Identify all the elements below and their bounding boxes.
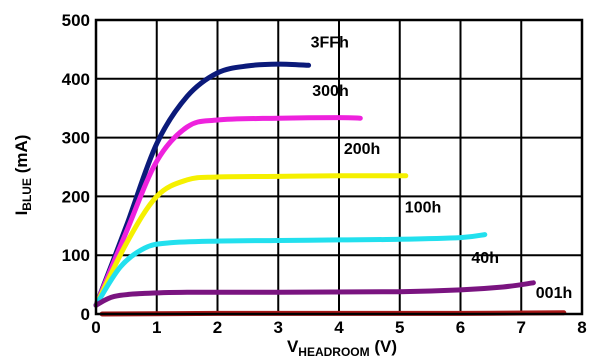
series-label: 3FFh: [311, 34, 349, 51]
y-axis-title: IBLUE (mA): [12, 135, 34, 216]
series-label: 001h: [536, 285, 572, 302]
curves: [93, 61, 567, 317]
series-line: [93, 232, 488, 308]
series-labels: 3FFh 300h 200h 100h 40h 001h: [311, 34, 573, 302]
y-tick-label: 500: [62, 11, 90, 30]
y-tick-label: 0: [81, 305, 90, 324]
series-line: [93, 61, 312, 308]
x-tick-label: 6: [456, 318, 465, 337]
x-tick-label: 1: [152, 318, 161, 337]
y-tick-label: 100: [62, 246, 90, 265]
x-tick-label: 7: [517, 318, 526, 337]
x-tick-label: 3: [274, 318, 283, 337]
y-tick-label: 400: [62, 70, 90, 89]
gridlines: [95, 19, 583, 315]
y-tick-label: 200: [62, 187, 90, 206]
series-line: [93, 173, 409, 308]
series-line: [93, 280, 536, 308]
x-tick-label: 4: [334, 318, 344, 337]
x-axis-title: VHEADROOM (V): [287, 337, 397, 359]
x-axis-title-rest: (V): [370, 337, 397, 356]
x-tick-label: 0: [91, 318, 100, 337]
series-label: 100h: [405, 200, 441, 217]
y-axis-title-rest: (mA): [12, 135, 31, 178]
plot-frame: [94, 18, 584, 316]
series-label: 40h: [471, 250, 499, 267]
x-tick-label: 8: [577, 318, 586, 337]
x-axis-title-sub: HEADROOM: [298, 345, 369, 359]
series-label: 300h: [312, 83, 348, 100]
x-axis-title-main: V: [287, 337, 299, 356]
tick-labels: 0 1 2 3 4 5 6 7 8 0 100 200 300 400 500: [62, 11, 587, 337]
y-axis-title-sub: BLUE: [20, 178, 34, 211]
y-tick-label: 300: [62, 129, 90, 148]
series-label: 200h: [344, 141, 380, 158]
x-tick-label: 5: [395, 318, 404, 337]
series-line: [93, 115, 363, 308]
x-tick-label: 2: [213, 318, 222, 337]
y-axis-title-main: I: [12, 211, 31, 216]
